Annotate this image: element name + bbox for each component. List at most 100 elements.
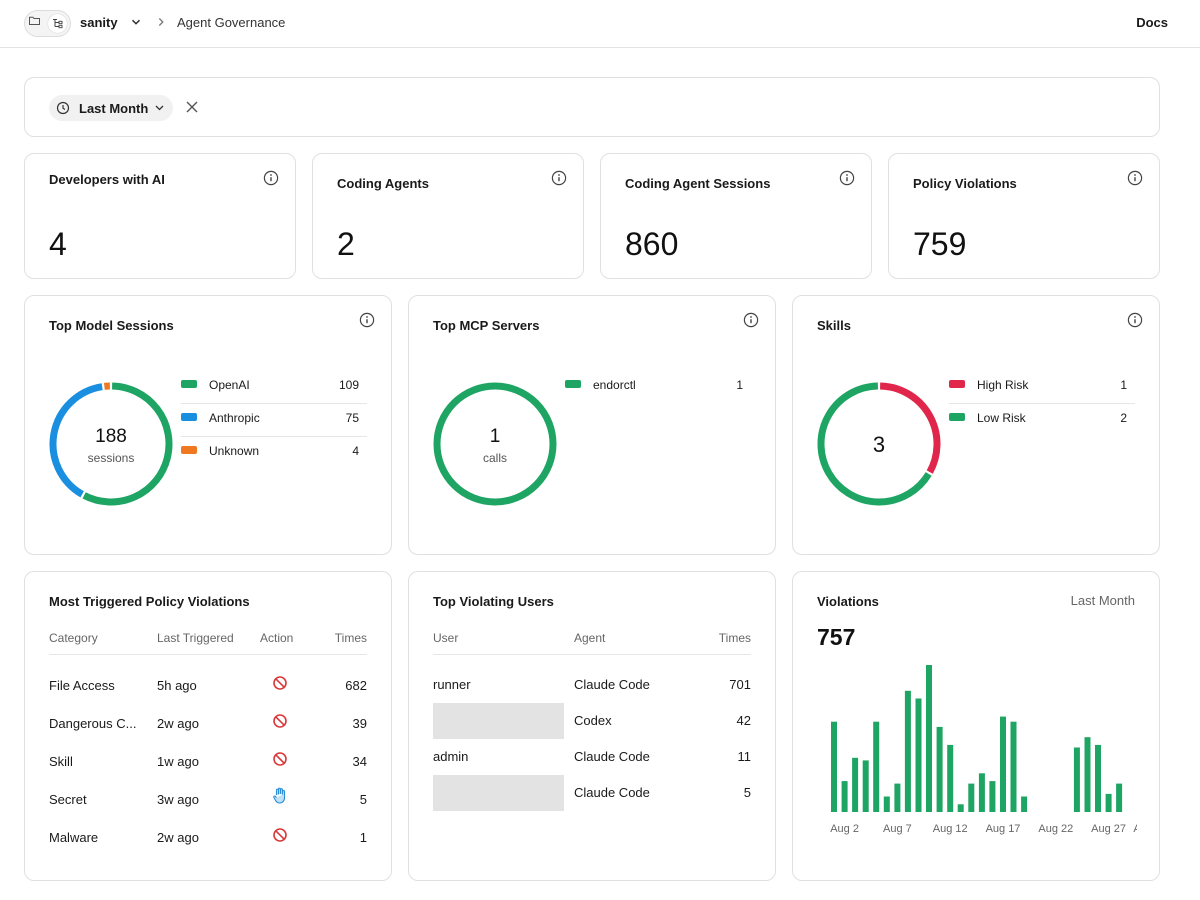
category-cell: Secret [49,792,87,807]
workspace-switcher[interactable] [24,10,71,37]
policy-violations-card: Most Triggered Policy Violations Categor… [24,571,392,881]
violation-bar[interactable] [862,760,869,812]
violation-bar[interactable] [1021,796,1028,813]
info-icon[interactable] [551,170,567,186]
violation-bar[interactable] [841,781,848,812]
legend-item[interactable]: OpenAI 109 [181,371,367,404]
column-header[interactable]: Action [260,631,294,645]
donut-segment[interactable] [433,382,557,506]
info-icon[interactable] [263,170,279,186]
violation-bar[interactable] [968,783,975,812]
card-title: Top MCP Servers [433,318,540,333]
legend-item[interactable]: Anthropic 75 [181,404,367,437]
agent-cell: Claude Code [574,749,650,764]
violation-bar[interactable] [904,690,911,812]
violation-bar[interactable] [873,721,880,812]
card-title: Violations [817,594,879,609]
stat-card-agent-sessions: Coding Agent Sessions 860 [600,153,872,279]
close-icon[interactable] [185,100,199,114]
column-header[interactable]: Last Triggered [157,631,234,645]
info-icon[interactable] [1127,312,1143,328]
skills-card: Skills 3 High Risk 1 Low Risk 2 [792,295,1160,555]
times-cell: 39 [352,716,367,731]
donut-segment[interactable] [879,382,941,474]
range-label: Last Month [1070,593,1135,608]
block-icon [273,752,287,766]
violation-bar[interactable] [947,744,954,812]
legend-item[interactable]: Low Risk 2 [949,404,1135,437]
info-icon[interactable] [1127,170,1143,186]
table-row[interactable]: Codex 42 [433,703,751,739]
docs-link[interactable]: Docs [1136,15,1168,30]
stat-value: 860 [625,226,679,262]
donut-segment[interactable] [49,383,103,498]
table-row[interactable]: Claude Code 5 [433,775,751,811]
table-row[interactable]: Secret 3w ago 5 [49,782,367,818]
stat-card-policy-violations: Policy Violations 759 [888,153,1160,279]
violation-bar[interactable] [1105,793,1112,812]
violation-bar[interactable] [1084,737,1091,812]
x-tick-label: Aug 2 [830,823,859,835]
chevron-down-icon[interactable] [130,16,142,28]
info-icon[interactable] [359,312,375,328]
donut-segment[interactable] [817,382,932,506]
legend-swatch [181,413,197,421]
folder-icon[interactable] [28,14,47,33]
x-tick-label: Aug 17 [986,823,1021,835]
table-row[interactable]: admin Claude Code 11 [433,739,751,775]
donut-center: 188 sessions [49,382,173,506]
violations-total: 757 [817,624,856,650]
legend-item[interactable]: High Risk 1 [949,371,1135,404]
violation-bar[interactable] [1073,747,1080,813]
stat-value: 759 [913,226,967,262]
last-triggered-cell: 3w ago [157,792,199,807]
legend-count: 109 [338,378,359,392]
violation-bar[interactable] [1095,744,1101,812]
column-header[interactable]: User [433,631,459,645]
table-row[interactable]: Malware 2w ago 1 [49,820,367,856]
violation-bar[interactable] [936,726,943,812]
tree-icon[interactable] [48,14,67,33]
category-cell: File Access [49,678,115,693]
chevron-down-icon [155,105,164,111]
legend-swatch [949,380,965,388]
legend-count: 1 [736,378,743,392]
violation-bar[interactable] [852,757,859,812]
workspace-name[interactable]: sanity [80,15,118,30]
donut-segment[interactable] [82,382,173,506]
legend-label: High Risk [977,378,1029,392]
violation-bar[interactable] [989,781,996,812]
violation-bar[interactable] [1010,721,1017,812]
column-header[interactable]: Category [49,631,98,645]
violation-bar[interactable] [894,783,901,812]
violation-bar[interactable] [915,698,922,813]
violations-bar-chart: Aug 2 Aug 7 Aug 12 Aug 17 Aug 22 Aug 27 Aug 31 [830,665,1137,835]
table-row[interactable]: File Access 5h ago 682 [49,668,367,704]
violation-bar[interactable] [1000,716,1006,812]
stat-title: Coding Agent Sessions [625,176,771,191]
info-icon[interactable] [743,312,759,328]
legend-item[interactable]: Unknown 4 [181,437,367,470]
violation-bar[interactable] [1116,783,1123,812]
table-row[interactable]: runner Claude Code 701 [433,667,751,703]
column-header[interactable]: Times [334,631,367,645]
column-header[interactable]: Times [718,631,751,645]
column-header[interactable]: Agent [574,631,606,645]
date-range-filter[interactable]: Last Month [49,95,173,121]
violation-bar[interactable] [831,721,837,812]
model-sessions-card: Top Model Sessions 188 sessions OpenAI 1… [24,295,392,555]
legend-item[interactable]: endorctl 1 [565,371,751,404]
violation-bar[interactable] [926,665,932,812]
table-row[interactable]: Skill 1w ago 34 [49,744,367,780]
violation-bar[interactable] [957,804,964,812]
table-row[interactable]: Dangerous C... 2w ago 39 [49,706,367,742]
stat-title: Policy Violations [913,176,1017,191]
donut-center: 1 calls [433,382,557,506]
violation-bar[interactable] [978,773,985,812]
times-cell: 1 [359,830,367,845]
info-icon[interactable] [839,170,855,186]
top-bar: sanity Agent Governance Docs [0,0,1200,48]
card-title: Top Model Sessions [49,318,174,333]
violation-bar[interactable] [883,796,890,813]
donut-total: 1 [489,426,501,447]
